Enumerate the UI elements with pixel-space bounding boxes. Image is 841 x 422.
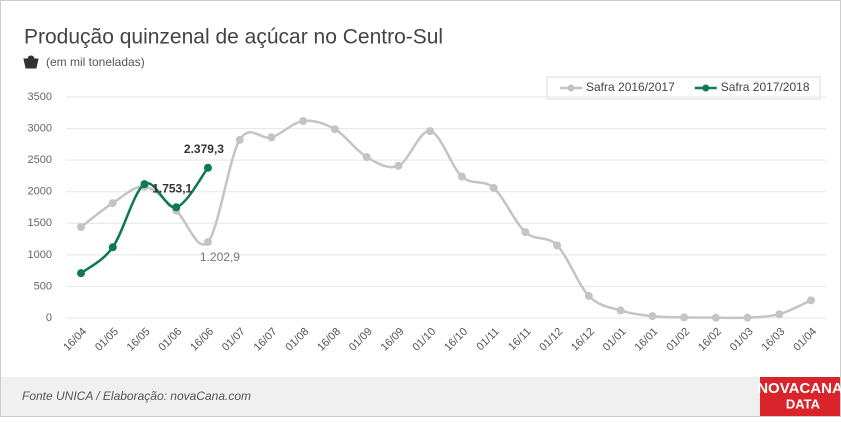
data-point	[553, 241, 562, 250]
weight-icon	[23, 55, 39, 69]
chart-subtitle: (em mil toneladas)	[46, 55, 145, 69]
data-point	[77, 223, 85, 232]
data-point	[711, 313, 720, 322]
legend-box	[546, 76, 821, 100]
chart-title: Produção quinzenal de açúcar no Centro-S…	[24, 26, 443, 49]
data-point	[584, 291, 593, 300]
data-point	[108, 199, 117, 208]
logo: DATA	[786, 396, 821, 411]
data-point	[267, 133, 276, 142]
data-point	[172, 203, 181, 212]
data-point	[775, 310, 784, 319]
data-point	[807, 296, 815, 305]
legend-label: Safra 2016/2017	[586, 80, 675, 94]
y-tick-label: 2500	[28, 154, 52, 166]
data-point	[616, 306, 625, 315]
data-point	[203, 163, 212, 172]
data-point	[743, 313, 752, 322]
data-point	[77, 269, 85, 278]
y-tick-label: 0	[46, 312, 52, 324]
data-point	[489, 183, 498, 192]
data-point	[299, 116, 308, 125]
legend-marker	[702, 84, 710, 92]
y-tick-label: 2000	[28, 186, 52, 198]
y-tick-label: 3500	[28, 91, 52, 103]
y-tick-label: 500	[34, 280, 52, 292]
logo: NOVACANA	[757, 380, 841, 397]
data-point	[140, 180, 149, 189]
data-point	[203, 238, 212, 247]
data-point	[394, 161, 403, 170]
data-point	[680, 313, 689, 322]
data-point	[108, 243, 117, 252]
footer	[1, 377, 840, 416]
y-tick-label: 1000	[28, 249, 52, 261]
data-point	[235, 135, 244, 144]
y-tick-label: 1500	[28, 217, 52, 229]
data-label: 2.379,3	[184, 142, 224, 156]
data-point	[426, 127, 435, 136]
source: Fonte UNICA / Elaboração: novaCana.com	[22, 389, 251, 403]
data-label: 1.753,1	[152, 181, 192, 195]
data-point	[648, 312, 657, 321]
data-point	[362, 152, 371, 161]
data-point	[457, 172, 466, 181]
y-tick-label: 3000	[28, 122, 52, 134]
data-label: 1.202,9	[200, 250, 240, 264]
legend-label: Safra 2017/2018	[721, 80, 810, 94]
logo-box	[760, 377, 840, 416]
data-point	[521, 228, 530, 237]
data-point	[330, 125, 339, 134]
legend-marker	[567, 84, 575, 92]
